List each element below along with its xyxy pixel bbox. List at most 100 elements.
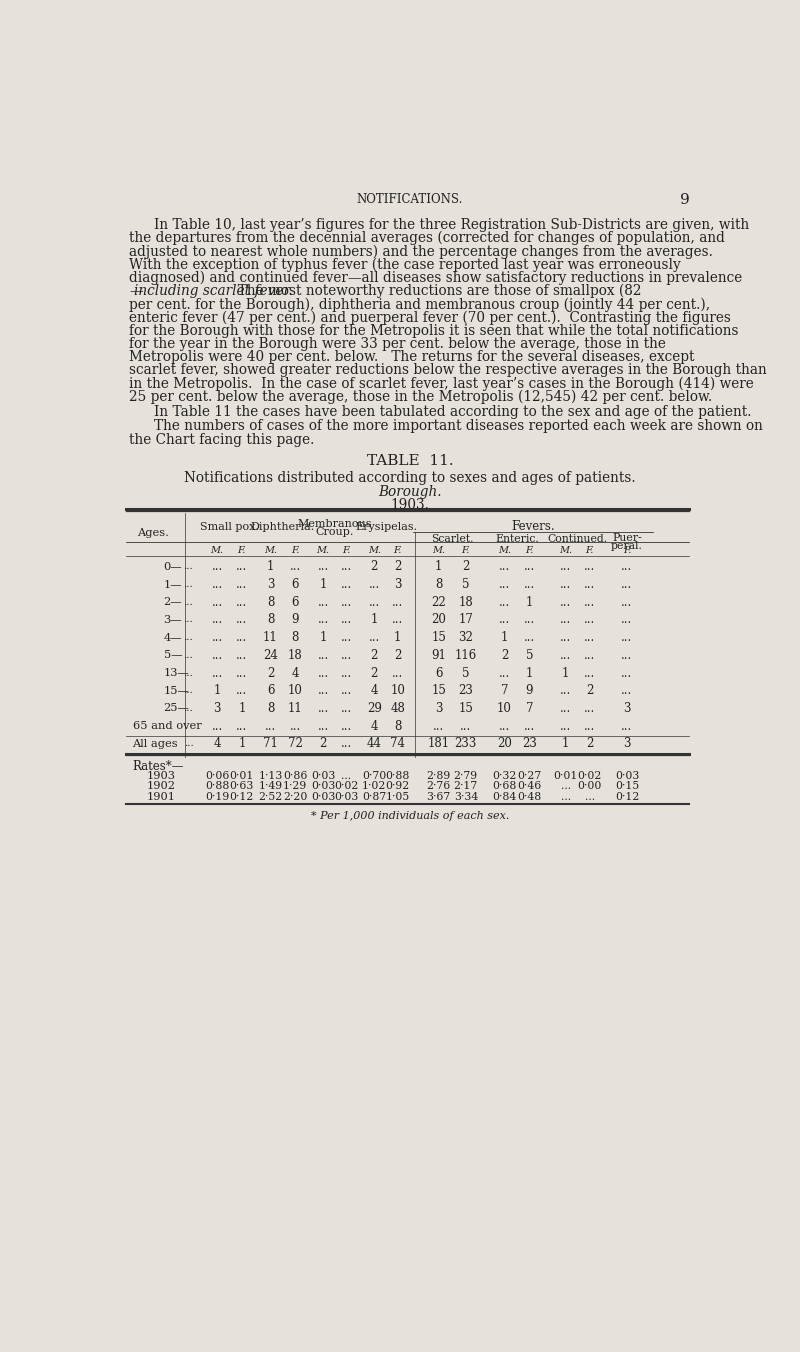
Text: 4—: 4— <box>163 633 182 642</box>
Text: ...: ... <box>584 614 595 626</box>
Text: 10: 10 <box>288 684 302 698</box>
Text: ...: ... <box>499 560 510 573</box>
Text: ...: ... <box>342 771 351 781</box>
Text: 0·88: 0·88 <box>205 781 230 791</box>
Text: 4: 4 <box>291 667 299 680</box>
Text: 1901: 1901 <box>146 792 175 802</box>
Text: 2·17: 2·17 <box>454 781 478 791</box>
Text: 0·87: 0·87 <box>362 792 386 802</box>
Text: Erysipelas.: Erysipelas. <box>355 522 417 531</box>
Text: ...: ... <box>318 702 329 715</box>
Text: ...: ... <box>433 719 444 733</box>
Text: 233: 233 <box>454 737 477 750</box>
Text: ...: ... <box>561 792 571 802</box>
Text: M.: M. <box>368 546 381 556</box>
Text: 2: 2 <box>370 667 378 680</box>
Text: 72: 72 <box>288 737 302 750</box>
Text: ...: ... <box>622 614 633 626</box>
Text: 2: 2 <box>586 737 594 750</box>
Text: 2·20: 2·20 <box>283 792 307 802</box>
Text: ...: ... <box>622 649 633 662</box>
Text: 1: 1 <box>238 702 246 715</box>
Text: 2: 2 <box>267 667 274 680</box>
Text: 1·05: 1·05 <box>386 792 410 802</box>
Text: 4: 4 <box>370 719 378 733</box>
Text: 3: 3 <box>266 579 274 591</box>
Text: 6: 6 <box>291 596 299 608</box>
Text: F.: F. <box>291 546 299 556</box>
Text: 8: 8 <box>267 702 274 715</box>
Text: 13—: 13— <box>163 668 190 679</box>
Text: 1903: 1903 <box>146 771 175 781</box>
Text: ...: ... <box>584 667 595 680</box>
Text: F.: F. <box>586 546 594 556</box>
Text: ...: ... <box>622 667 633 680</box>
Text: 0·00: 0·00 <box>578 781 602 791</box>
Text: ...: ... <box>236 684 247 698</box>
Text: M.: M. <box>498 546 511 556</box>
Text: 17: 17 <box>458 614 474 626</box>
Text: ...: ... <box>211 560 222 573</box>
Text: 2: 2 <box>394 649 402 662</box>
Text: All ages: All ages <box>133 740 178 749</box>
Text: M.: M. <box>432 546 446 556</box>
Text: diagnosed) and continued fever—all diseases show satisfactory reductions in prev: diagnosed) and continued fever—all disea… <box>130 270 742 285</box>
Text: ...: ... <box>499 596 510 608</box>
Text: 8: 8 <box>435 579 442 591</box>
Text: ...: ... <box>622 579 633 591</box>
Text: The most noteworthy reductions are those of smallpox (82: The most noteworthy reductions are those… <box>230 284 642 299</box>
Text: Ages.: Ages. <box>137 527 169 538</box>
Text: 1·49: 1·49 <box>258 781 282 791</box>
Text: ...: ... <box>584 560 595 573</box>
Text: 1: 1 <box>526 596 533 608</box>
Text: the Chart facing this page.: the Chart facing this page. <box>130 433 315 446</box>
Text: 0·03: 0·03 <box>311 792 335 802</box>
Text: 6: 6 <box>291 579 299 591</box>
Text: ...: ... <box>341 719 352 733</box>
Text: ...: ... <box>318 614 329 626</box>
Text: ...: ... <box>290 560 301 573</box>
Text: 2: 2 <box>586 684 594 698</box>
Text: 22: 22 <box>431 596 446 608</box>
Text: In Table 11 the cases have been tabulated according to the sex and age of the pa: In Table 11 the cases have been tabulate… <box>154 406 752 419</box>
Text: ...: ... <box>318 560 329 573</box>
Text: ...: ... <box>290 719 301 733</box>
Text: ...: ... <box>584 719 595 733</box>
Text: ...: ... <box>341 579 352 591</box>
Text: ...: ... <box>524 631 535 644</box>
Text: ...: ... <box>183 562 193 572</box>
Text: NOTIFICATIONS.: NOTIFICATIONS. <box>357 193 463 206</box>
Text: ...: ... <box>211 579 222 591</box>
Text: 10: 10 <box>497 702 512 715</box>
Text: 4: 4 <box>370 684 378 698</box>
Text: in the Metropolis.  In the case of scarlet fever, last year’s cases in the Borou: in the Metropolis. In the case of scarle… <box>130 377 754 391</box>
Text: * Per 1,000 individuals of each sex.: * Per 1,000 individuals of each sex. <box>311 811 509 821</box>
Text: 2·52: 2·52 <box>258 792 282 802</box>
Text: ...: ... <box>341 614 352 626</box>
Text: 9: 9 <box>680 193 690 207</box>
Text: 15: 15 <box>458 702 474 715</box>
Text: ...: ... <box>211 614 222 626</box>
Text: 15: 15 <box>431 631 446 644</box>
Text: ...: ... <box>318 719 329 733</box>
Text: ...: ... <box>392 614 403 626</box>
Text: 0·84: 0·84 <box>493 792 517 802</box>
Text: ...: ... <box>622 560 633 573</box>
Text: 9: 9 <box>291 614 299 626</box>
Text: With the exception of typhus fever (the case reported last year was erroneously: With the exception of typhus fever (the … <box>130 257 682 272</box>
Text: 10: 10 <box>390 684 405 698</box>
Text: ...: ... <box>561 781 571 791</box>
Text: ...: ... <box>341 702 352 715</box>
Text: ...: ... <box>211 596 222 608</box>
Text: 0·27: 0·27 <box>518 771 542 781</box>
Text: 7: 7 <box>526 702 533 715</box>
Text: per cent. for the Borough), diphtheria and membranous croup (jointly 44 per cent: per cent. for the Borough), diphtheria a… <box>130 297 710 311</box>
Text: 1: 1 <box>214 684 221 698</box>
Text: 0·03: 0·03 <box>615 771 639 781</box>
Text: ...: ... <box>584 596 595 608</box>
Text: 3: 3 <box>214 702 221 715</box>
Text: ...: ... <box>460 719 471 733</box>
Text: 29: 29 <box>367 702 382 715</box>
Text: 0·15: 0·15 <box>615 781 639 791</box>
Text: 1—: 1— <box>163 580 182 589</box>
